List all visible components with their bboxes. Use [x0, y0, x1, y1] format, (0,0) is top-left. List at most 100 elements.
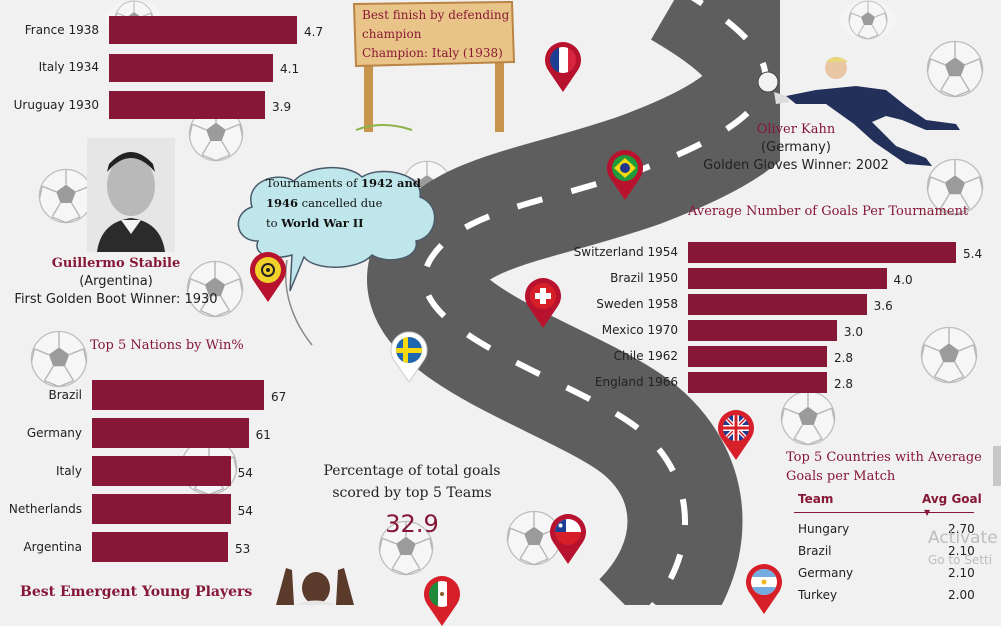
bar[interactable]	[688, 320, 837, 341]
kahn-info: Oliver Kahn (Germany) Golden Gloves Winn…	[676, 122, 916, 173]
bar-value-label: 3.0	[843, 325, 863, 339]
stabile-name: Guillermo Stabile	[51, 256, 181, 271]
bar[interactable]	[109, 53, 273, 82]
goalkeeper-photo-icon	[757, 57, 960, 166]
soccer-ball-icon	[186, 260, 244, 318]
scrollbar-thumb[interactable]	[993, 446, 1001, 486]
bar[interactable]	[688, 372, 827, 393]
table-row[interactable]: Germany 2.10	[786, 562, 975, 584]
bar-value-label: 3.6	[873, 299, 893, 313]
avg-goals-title: Average Number of Goals Per Tournament	[688, 204, 969, 219]
bar[interactable]	[688, 268, 887, 289]
soccer-ball-icon	[926, 158, 984, 216]
activate-watermark-sub: Go to Setti	[928, 553, 993, 567]
bar[interactable]	[688, 242, 956, 263]
brazil-flag-pin-icon	[605, 148, 645, 200]
bar-category-label: Switzerland 1954	[573, 245, 678, 259]
bar-category-label: England 1966	[594, 375, 678, 389]
soccer-ball-icon	[840, 0, 896, 40]
table-cell-avg: 2.00	[948, 588, 975, 602]
cloud-text-1a: Tournaments of	[266, 176, 361, 190]
stabile-info: Guillermo Stabile (Argentina) First Gold…	[0, 256, 232, 307]
soccer-ball-icon	[926, 40, 984, 98]
bar-category-label: Brazil 1950	[610, 271, 678, 285]
bar-value-label: 4.0	[893, 273, 913, 287]
top-countries-table: Top 5 Countries with Average Goals per M…	[786, 448, 986, 605]
bar[interactable]	[92, 456, 231, 486]
ww2-cloud: Tournaments of 1942 and 1946 cancelled d…	[228, 163, 440, 293]
bar-category-label: Argentina	[23, 539, 82, 554]
bar-value-label: 54	[237, 503, 253, 518]
france-flag-pin-icon	[543, 40, 583, 92]
table-cell-avg: 2.70	[948, 522, 975, 536]
bar-value-label: 53	[235, 541, 251, 556]
stabile-country: (Argentina)	[79, 274, 153, 289]
win-chart-title: Top 5 Nations by Win%	[90, 338, 244, 353]
bar-category-label: France 1938	[24, 22, 99, 37]
table-cell-team: Hungary	[798, 522, 850, 536]
table-row[interactable]: Turkey 2.00	[786, 584, 975, 606]
cloud-text-2b: cancelled due	[298, 196, 383, 210]
bar-value-label: 4.1	[280, 62, 300, 76]
england-flag-pin-icon	[716, 408, 756, 460]
table-cell-avg: 2.10	[948, 566, 975, 580]
kahn-award: Golden Gloves Winner: 2002	[703, 158, 889, 173]
bar-category-label: Uruguay 1930	[13, 97, 99, 112]
kahn-country: (Germany)	[761, 140, 831, 155]
bar[interactable]	[109, 16, 297, 44]
table-row[interactable]: Brazil 2.10	[786, 540, 975, 562]
table-header-team[interactable]: Team	[798, 492, 834, 506]
bar-category-label: Mexico 1970	[601, 323, 678, 337]
chile-flag-pin-icon	[548, 512, 588, 564]
bar[interactable]	[92, 380, 264, 410]
bar-value-label: 2.8	[833, 377, 854, 391]
sweden-flag-pin-icon	[389, 330, 429, 382]
cloud-text-3b: World War II	[281, 216, 364, 230]
kpi-card: Percentage of total goals scored by top …	[300, 460, 524, 538]
table-header-avg[interactable]: Avg Goal	[922, 492, 982, 506]
kpi-label-line2: scored by top 5 Teams	[332, 485, 492, 501]
best-finish-line1: Best finish by defending	[362, 8, 510, 22]
soccer-ball-icon	[920, 326, 978, 384]
kpi-label-line1: Percentage of total goals	[323, 463, 501, 479]
player-photo-icon	[87, 138, 175, 252]
bar-value-label: 54	[237, 465, 253, 480]
argentina-flag-pin-icon	[744, 562, 784, 614]
activate-watermark: Activate	[928, 528, 998, 548]
bar-category-label: Germany	[26, 425, 82, 440]
bar[interactable]	[92, 418, 249, 448]
table-divider	[794, 512, 974, 513]
table-cell-avg: 2.10	[948, 544, 975, 558]
switzerland-flag-pin-icon	[523, 276, 563, 328]
cloud-text-2a: 1946	[266, 196, 299, 210]
bar-value-label: 2.8	[833, 351, 854, 365]
bar-category-label: Italy 1934	[38, 60, 99, 74]
stabile-award: First Golden Boot Winner: 1930	[14, 292, 218, 307]
table-cell-team: Turkey	[798, 588, 838, 602]
soccer-ball-icon	[30, 330, 88, 388]
best-finish-line3: Champion: Italy (1938)	[362, 46, 503, 60]
cloud-text-3a: to	[266, 216, 282, 230]
bar-value-label: 61	[255, 427, 271, 442]
bar-category-label: Brazil	[48, 387, 83, 402]
bar-value-label: 5.4	[963, 247, 983, 261]
bar[interactable]	[109, 91, 265, 119]
bar[interactable]	[688, 346, 827, 367]
wooden-sign-icon	[352, 0, 516, 132]
table-row[interactable]: Hungary 2.70	[786, 518, 975, 540]
bar-value-label: 3.9	[272, 99, 292, 114]
bar-category-label: Chile 1962	[613, 349, 678, 363]
kpi-value: 32.9	[385, 510, 439, 538]
table-cell-team: Germany	[798, 566, 854, 580]
bar[interactable]	[92, 532, 229, 562]
bar-category-label: Sweden 1958	[596, 297, 678, 311]
table-cell-team: Brazil	[798, 544, 832, 558]
bar-category-label: Italy	[55, 463, 82, 478]
bar[interactable]	[688, 294, 867, 315]
bar-category-label: Netherlands	[8, 501, 82, 516]
stabile-portrait	[87, 138, 175, 252]
soccer-ball-icon	[38, 168, 94, 224]
soccer-ball-icon	[378, 520, 434, 576]
bar[interactable]	[92, 494, 231, 524]
bar-value-label: 4.7	[304, 24, 324, 39]
